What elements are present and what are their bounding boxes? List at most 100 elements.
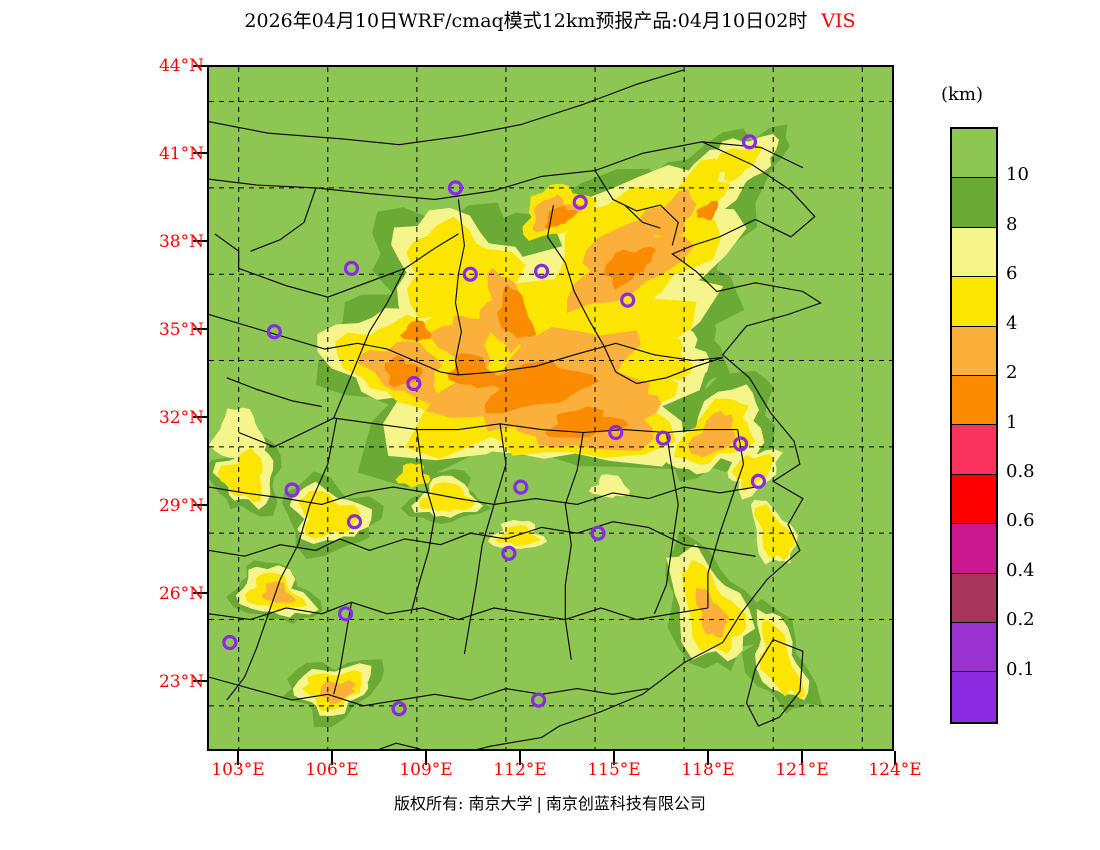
colorbar-label-10: 10: [1006, 164, 1029, 186]
y-tick: [193, 65, 207, 67]
colorbar-label-6: 6: [1006, 263, 1018, 285]
station-marker[interactable]: [534, 263, 550, 279]
colorbar-band-5: [952, 376, 996, 426]
footer-copyright: 版权所有: 南京大学 | 南京创蓝科技有限公司: [0, 790, 1100, 814]
contour-patch: [696, 200, 718, 221]
station-marker[interactable]: [391, 701, 407, 717]
x-tick: [331, 751, 333, 765]
footer-separator: |: [536, 794, 542, 813]
x-tick: [237, 751, 239, 765]
contour-patch: [418, 482, 476, 513]
y-axis-label-35n: 35°N: [158, 320, 204, 340]
station-marker[interactable]: [608, 424, 624, 441]
colorbar-unit-label: (km): [941, 84, 984, 105]
map-boundary-line: [267, 417, 338, 614]
map-plot-area[interactable]: [207, 65, 894, 751]
contour-patch: [640, 188, 697, 240]
contour-patch: [753, 503, 795, 561]
station-marker[interactable]: [222, 634, 238, 651]
contour-patch: [319, 680, 356, 704]
x-axis-label-112e: 112°E: [493, 760, 547, 780]
colorbar-label-1: 1: [1006, 411, 1018, 433]
colorbar-label-0p4: 0.4: [1006, 559, 1035, 581]
station-markers[interactable]: [222, 134, 767, 717]
x-tick: [519, 751, 521, 765]
colorbar-label-0p6: 0.6: [1006, 510, 1035, 532]
colorbar-band-7: [952, 474, 996, 525]
y-axis-label-41n: 41°N: [158, 144, 204, 164]
footer-owner: 版权所有: 南京大学: [394, 794, 533, 813]
contour-patch: [217, 447, 263, 503]
map-boundary-line: [378, 141, 822, 749]
contour-patch: [731, 454, 773, 492]
colorbar-band-1: [952, 178, 996, 228]
station-marker[interactable]: [447, 180, 464, 196]
station-marker[interactable]: [741, 134, 758, 150]
station-marker[interactable]: [462, 266, 478, 282]
station-marker[interactable]: [266, 324, 282, 340]
page-title: 2026年04月10日WRF/cmaq模式12km预报产品:04月10日02时 V…: [0, 6, 1100, 33]
station-marker[interactable]: [620, 292, 636, 308]
map-boundary-line: [333, 417, 738, 434]
map-boundary-line: [209, 486, 756, 505]
colorbar-band-4: [952, 326, 996, 377]
contour-patch: [759, 619, 806, 700]
colorbar-band-0: [952, 129, 996, 179]
colorbar-band-2: [952, 227, 996, 278]
map-boundary-line: [209, 141, 804, 200]
contour-patch: [496, 284, 537, 339]
x-axis-label-121e: 121°E: [775, 760, 829, 780]
contour-patch: [695, 587, 729, 638]
y-tick: [193, 416, 207, 418]
contour-patch: [384, 355, 423, 388]
station-marker[interactable]: [590, 525, 606, 541]
contour-patch: [588, 474, 631, 498]
station-marker[interactable]: [338, 606, 354, 622]
colorbar-label-4: 4: [1006, 312, 1018, 334]
contour-patch: [687, 410, 735, 458]
y-axis-label-26n: 26°N: [158, 584, 204, 604]
variable-label: VIS: [821, 10, 856, 32]
station-marker[interactable]: [346, 514, 363, 530]
map-boundary-line: [226, 613, 269, 701]
x-axis-label-124e: 124°E: [868, 760, 922, 780]
contour-patch: [544, 206, 578, 230]
colorbar-band-3: [952, 277, 996, 327]
y-tick: [193, 328, 207, 330]
station-marker[interactable]: [513, 479, 529, 495]
x-tick: [894, 751, 896, 765]
contour-patch: [714, 144, 763, 182]
y-axis-label-23n: 23°N: [158, 672, 204, 692]
station-marker[interactable]: [284, 482, 300, 498]
station-marker[interactable]: [343, 260, 360, 276]
x-tick: [613, 751, 615, 765]
y-axis-label-32n: 32°N: [158, 408, 204, 428]
station-marker[interactable]: [572, 194, 588, 210]
y-tick: [193, 152, 207, 154]
station-marker[interactable]: [732, 436, 749, 452]
map-boundary-line: [226, 377, 322, 408]
station-marker[interactable]: [750, 473, 767, 489]
colorbar-band-11: [952, 672, 996, 722]
colorbar-label-0p8: 0.8: [1006, 460, 1035, 482]
map-boundary-line: [238, 417, 334, 448]
contour-patch: [603, 246, 657, 290]
title-text: 2026年04月10日WRF/cmaq模式12km预报产品:04月10日02时: [244, 10, 808, 32]
colorbar-label-0p1: 0.1: [1006, 658, 1035, 680]
contour-patch: [606, 336, 694, 387]
map-boundary-line: [615, 357, 723, 385]
colorbar-label-8: 8: [1006, 213, 1018, 235]
map-boundary-line: [209, 676, 649, 707]
map-boundary-line: [594, 170, 679, 246]
visibility-field: [209, 124, 823, 728]
colorbar[interactable]: [950, 127, 998, 724]
station-marker[interactable]: [655, 430, 671, 446]
station-marker[interactable]: [531, 692, 547, 708]
station-marker[interactable]: [501, 545, 517, 561]
contour-patch: [261, 581, 297, 603]
y-axis-label-44n: 44°N: [158, 56, 204, 76]
station-marker[interactable]: [406, 375, 422, 392]
colorbar-label-0p2: 0.2: [1006, 609, 1035, 631]
colorbar-label-2: 2: [1006, 362, 1018, 384]
x-axis-label-106e: 106°E: [305, 760, 359, 780]
